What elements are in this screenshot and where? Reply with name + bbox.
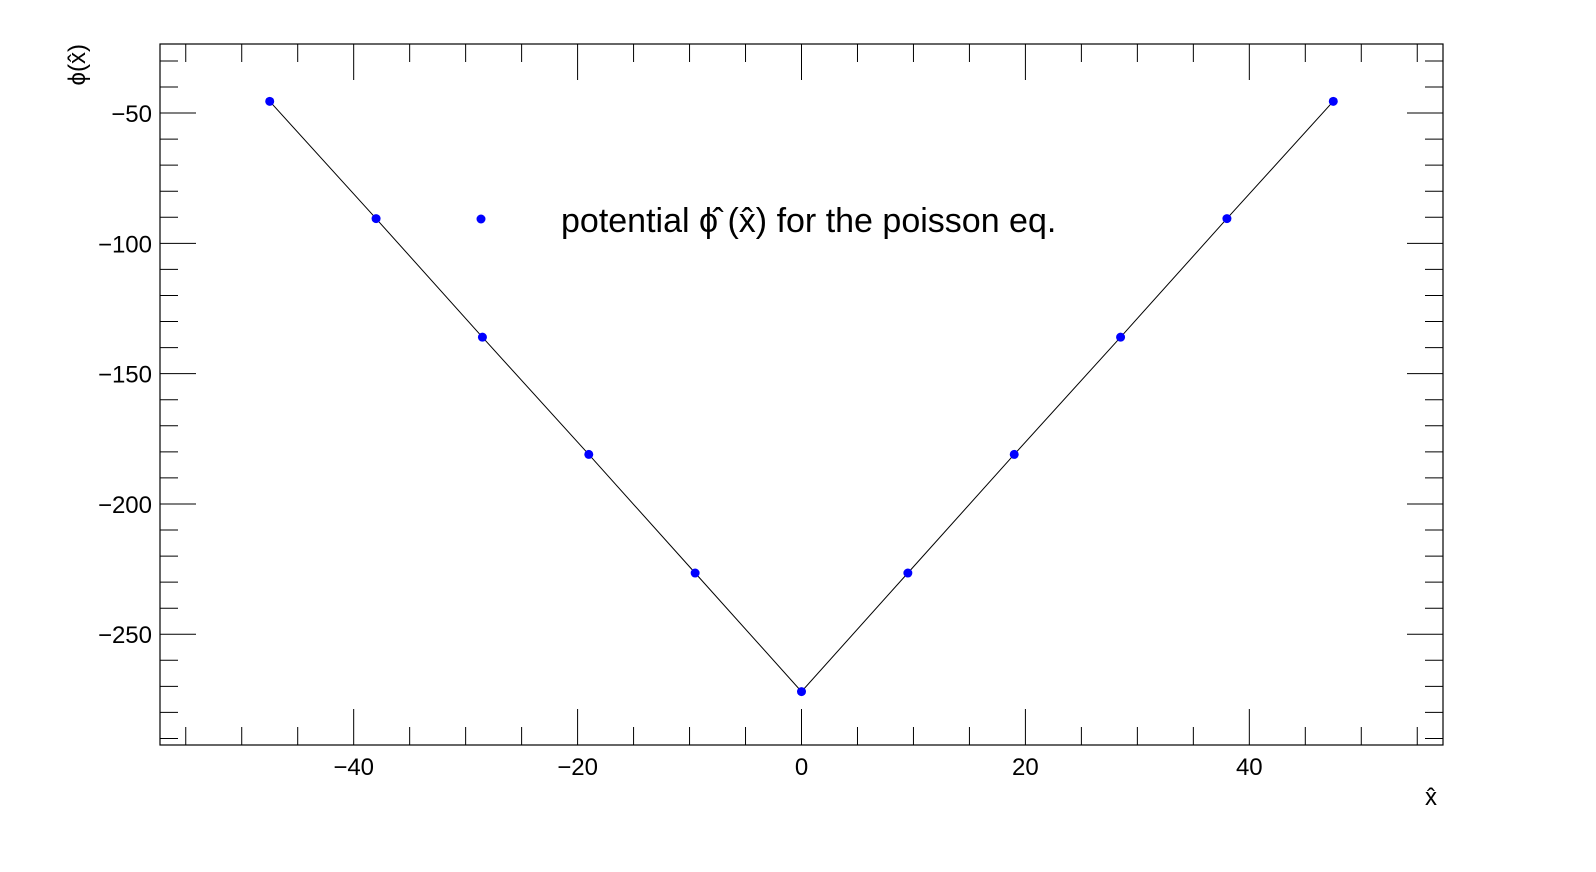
data-point — [1116, 332, 1126, 342]
legend-marker — [476, 214, 486, 224]
data-point — [797, 687, 806, 697]
plot-frame — [159, 43, 1444, 746]
x-tick-label: −20 — [557, 754, 598, 781]
y-tick-label: −250 — [98, 622, 152, 649]
y-tick-label: −50 — [111, 101, 152, 128]
x-tick-label: 20 — [1012, 754, 1039, 781]
data-point — [371, 214, 381, 224]
x-tick-label: 40 — [1236, 754, 1263, 781]
tick-labels: −40 −20 0 20 40−50−100−150−200−250 — [98, 101, 1263, 781]
x-tick-label: 0 — [795, 754, 808, 781]
y-tick-label: −100 — [98, 231, 152, 258]
data-point — [584, 449, 594, 459]
data-point — [690, 568, 700, 578]
data-point — [1328, 96, 1338, 106]
series-line — [269, 100, 1334, 693]
y-tick-label: −150 — [98, 362, 152, 389]
legend-label: potential ϕ̂ (x̂) for the poisson eq. — [561, 202, 1056, 240]
data-point — [1222, 214, 1232, 224]
data-point — [477, 332, 487, 342]
axis-ticks — [160, 44, 1443, 745]
data-point — [903, 568, 913, 578]
x-tick-label: −40 — [333, 754, 374, 781]
data-point — [1009, 449, 1019, 459]
plot-series — [265, 96, 1338, 697]
legend: potential ϕ̂ (x̂) for the poisson eq. — [476, 202, 1056, 240]
x-axis-title: x̂ — [1425, 784, 1437, 811]
data-point — [265, 96, 275, 106]
y-axis-title: ϕ(x̂) — [64, 44, 91, 85]
y-tick-label: −200 — [98, 492, 152, 519]
